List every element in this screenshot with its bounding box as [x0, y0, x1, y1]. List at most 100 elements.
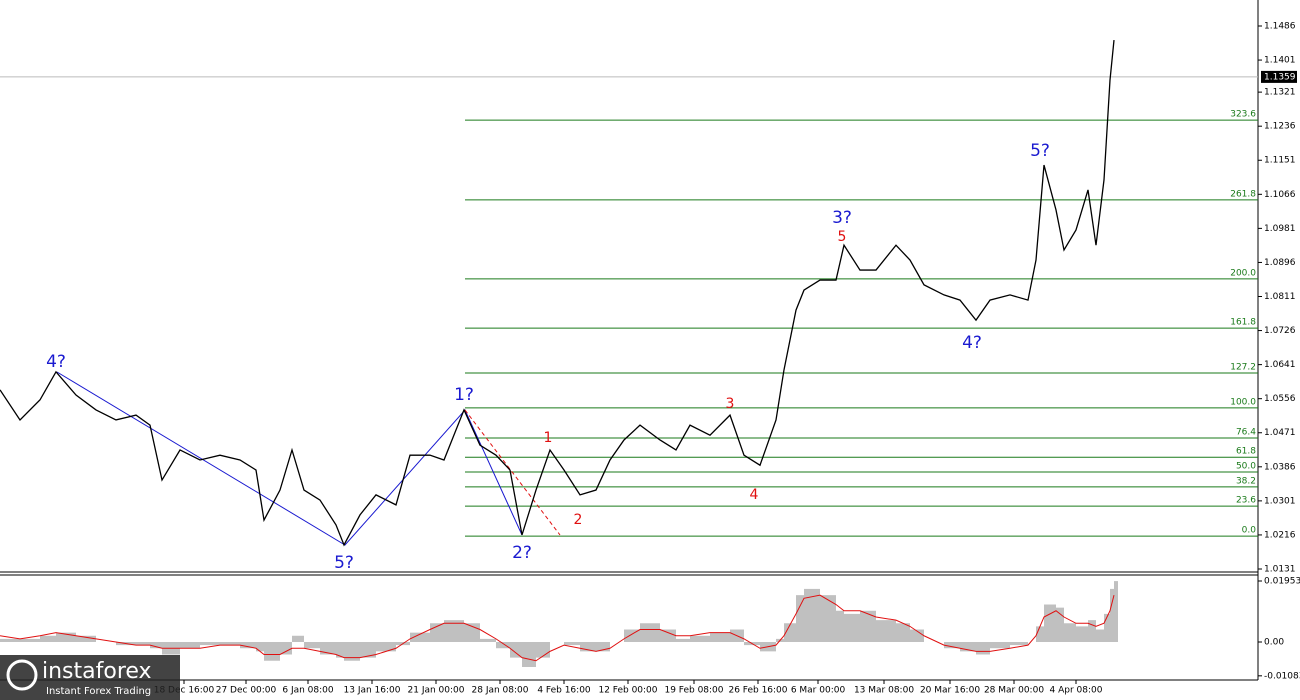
- y-tick-label: 1.1401: [1264, 56, 1296, 66]
- wave-label: 2?: [512, 543, 532, 563]
- osc-bar: [360, 642, 376, 658]
- wave-line: [56, 371, 523, 546]
- plot-layer: 1.1486 1.1401 1.1321 1.1236 1.1151 1.1066 1.09…: [0, 22, 1300, 696]
- y-tick-label: 1.0301: [1264, 496, 1296, 506]
- osc-bar: [0, 638, 20, 642]
- osc-bar: [844, 613, 860, 642]
- osc-bar: [1088, 620, 1096, 642]
- wave-label: 1: [544, 430, 553, 446]
- osc-bar: [1104, 613, 1110, 642]
- x-tick-label: 12 Feb 00:00: [598, 686, 657, 696]
- x-tick-label: 26 Feb 16:00: [728, 686, 787, 696]
- logo-name: instaforex: [42, 659, 152, 684]
- y-tick-label: 1.1321: [1264, 88, 1296, 98]
- y-tick-label: 1.1066: [1264, 190, 1296, 200]
- osc-bar: [200, 642, 220, 646]
- osc-bar: [510, 642, 522, 658]
- y-tick-label: 1.0216: [1264, 530, 1296, 540]
- logo: instaforex Instant Forex Trading: [0, 655, 180, 700]
- osc-bar: [1044, 604, 1056, 642]
- osc-bar: [240, 642, 256, 649]
- osc-y-tick-label: 0.00: [1264, 638, 1284, 648]
- y-tick-label: 1.1236: [1264, 122, 1296, 132]
- wave-label: 5?: [1030, 141, 1050, 161]
- y-tick-label: 1.0896: [1264, 258, 1296, 268]
- osc-bar: [960, 642, 976, 652]
- price-line: [0, 39, 1115, 547]
- osc-bar: [1064, 623, 1076, 642]
- osc-bar: [836, 610, 844, 642]
- x-tick-label: 27 Dec 00:00: [216, 686, 277, 696]
- y-tick-label: 1.0726: [1264, 326, 1296, 336]
- wave-label: 4?: [962, 333, 982, 353]
- fib-label: 261.8: [1230, 189, 1256, 199]
- x-tick-label: 21 Jan 00:00: [408, 686, 465, 696]
- osc-bar: [876, 620, 896, 642]
- wave-label: 3?: [832, 208, 852, 228]
- fib-label: 76.4: [1236, 427, 1256, 437]
- x-tick-label: 13 Mar 08:00: [854, 686, 914, 696]
- current-price-label: 1.1359: [1264, 72, 1296, 82]
- osc-bar: [320, 642, 336, 655]
- osc-bar: [990, 642, 1010, 649]
- osc-bar: [1110, 588, 1114, 642]
- y-tick-label: 1.0131: [1264, 565, 1296, 575]
- osc-bar: [910, 629, 924, 642]
- osc-bar: [56, 632, 76, 642]
- y-tick-label: 1.0471: [1264, 428, 1296, 438]
- fib-label: 0.0: [1242, 526, 1257, 536]
- osc-bar: [564, 642, 580, 646]
- osc-bar: [796, 595, 804, 642]
- osc-bar: [410, 632, 430, 642]
- y-tick-label: 1.0556: [1264, 394, 1296, 404]
- x-tick-label: 4 Apr 08:00: [1050, 686, 1103, 696]
- osc-bar: [1056, 607, 1064, 642]
- x-tick-label: 18 Dec 16:00: [154, 686, 215, 696]
- x-tick-label: 28 Jan 08:00: [472, 686, 529, 696]
- osc-bar: [20, 638, 40, 642]
- osc-bar: [220, 642, 240, 646]
- osc-bar: [536, 642, 550, 658]
- y-tick-label: 1.1151: [1264, 156, 1296, 166]
- x-tick-label: 19 Feb 08:00: [664, 686, 723, 696]
- wave-label: 5: [838, 229, 847, 245]
- osc-bar: [376, 642, 396, 652]
- osc-bar: [1096, 629, 1104, 642]
- osc-bar: [292, 635, 304, 642]
- fib-label: 323.6: [1230, 110, 1256, 120]
- osc-bar: [496, 642, 510, 649]
- wave-line-dashed: [464, 409, 561, 536]
- osc-bar: [580, 642, 596, 652]
- osc-bar: [784, 623, 796, 642]
- osc-bar: [522, 642, 536, 667]
- osc-bar: [480, 638, 496, 642]
- x-tick-label: 6 Jan 08:00: [282, 686, 334, 696]
- osc-bar: [860, 610, 876, 642]
- y-tick-label: 1.0641: [1264, 360, 1296, 370]
- fib-label: 100.0: [1230, 397, 1256, 407]
- x-tick-label: 20 Mar 16:00: [920, 686, 980, 696]
- fib-label: 23.6: [1236, 496, 1256, 506]
- wave-label: 2: [574, 512, 583, 528]
- osc-bar: [804, 588, 820, 642]
- y-tick-label: 1.1486: [1264, 22, 1296, 32]
- osc-bar: [1010, 642, 1028, 646]
- wave-label: 4?: [46, 352, 66, 372]
- wave-label: 3: [726, 396, 735, 412]
- wave-label: 1?: [454, 385, 474, 405]
- osc-bar: [336, 642, 344, 658]
- x-tick-label: 6 Mar 00:00: [791, 686, 846, 696]
- fib-label: 50.0: [1236, 462, 1256, 472]
- osc-y-tick-label: 0.01953: [1264, 577, 1300, 587]
- osc-bar: [1036, 626, 1044, 642]
- osc-bar: [136, 642, 150, 646]
- osc-bar: [690, 635, 710, 642]
- x-tick-label: 28 Mar 00:00: [984, 686, 1044, 696]
- osc-bar: [304, 642, 320, 649]
- logo-tagline: Instant Forex Trading: [46, 686, 151, 697]
- osc-bar: [676, 638, 690, 642]
- osc-bar: [710, 632, 730, 642]
- osc-bar: [76, 635, 96, 642]
